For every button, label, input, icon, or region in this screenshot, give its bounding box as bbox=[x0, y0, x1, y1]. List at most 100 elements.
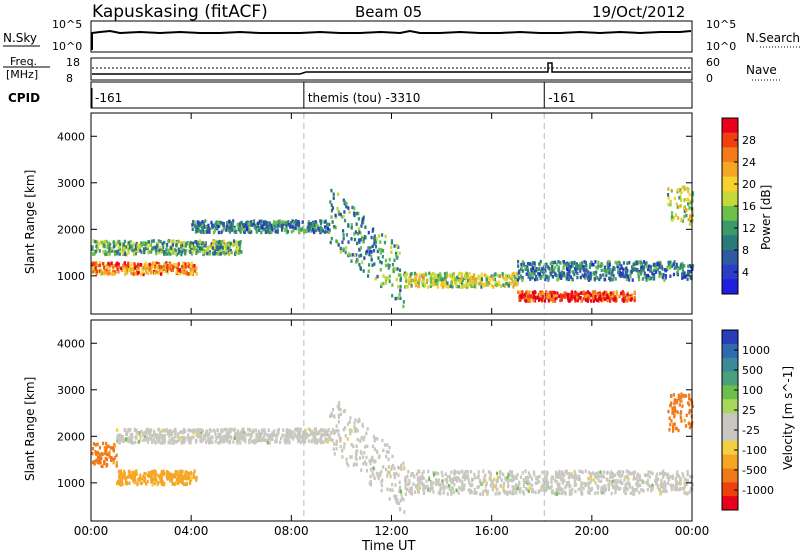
velocity-cell bbox=[131, 432, 134, 437]
velocity-cell bbox=[375, 471, 378, 476]
power-cell bbox=[546, 295, 549, 299]
power-cell bbox=[358, 240, 361, 244]
power-cell bbox=[161, 249, 164, 253]
power-cell bbox=[683, 198, 686, 202]
velocity-cell bbox=[462, 487, 466, 491]
velocity-cell bbox=[410, 492, 414, 496]
velocity-cell bbox=[381, 438, 384, 443]
power-cell bbox=[391, 262, 395, 267]
velocity-cell bbox=[151, 440, 154, 445]
velocity-cell bbox=[356, 429, 359, 433]
velocity-cell bbox=[479, 492, 482, 496]
velocity-cell bbox=[637, 483, 640, 487]
power-cell bbox=[505, 281, 508, 286]
velocity-cell bbox=[408, 489, 411, 493]
velocity-cell bbox=[239, 441, 242, 445]
power-cell bbox=[96, 247, 99, 251]
power-cell bbox=[155, 251, 158, 256]
velocity-cell bbox=[408, 487, 412, 491]
power-cell bbox=[174, 251, 177, 256]
velocity-cell bbox=[339, 407, 342, 412]
velocity-cell bbox=[191, 429, 194, 433]
velocity-cell bbox=[504, 476, 507, 480]
power-cell bbox=[361, 217, 364, 221]
power-cell bbox=[547, 293, 551, 298]
power-cell bbox=[166, 266, 169, 270]
velocity-cell bbox=[537, 490, 540, 495]
velocity-cell bbox=[164, 428, 167, 433]
velocity-cell bbox=[642, 488, 645, 493]
velocity-cell bbox=[688, 393, 691, 397]
power-cell bbox=[381, 249, 385, 253]
velocity-cell bbox=[624, 482, 627, 487]
power-cell bbox=[641, 265, 644, 269]
power-cell bbox=[215, 244, 218, 248]
velocity-cell bbox=[621, 473, 624, 478]
power-cell bbox=[262, 222, 266, 226]
power-cell bbox=[653, 273, 656, 277]
power-cell bbox=[123, 246, 126, 251]
velocity-cell bbox=[448, 484, 451, 488]
power-cell bbox=[485, 283, 488, 287]
power-cell bbox=[642, 260, 646, 264]
velocity-cell bbox=[173, 482, 176, 487]
power-cell bbox=[170, 268, 173, 272]
velocity-cell bbox=[170, 432, 174, 437]
velocity-cell bbox=[366, 444, 369, 448]
power-cell bbox=[378, 247, 381, 252]
velocity-cell bbox=[118, 480, 121, 485]
velocity-cell bbox=[337, 433, 340, 437]
power-cell bbox=[319, 225, 322, 229]
power-cell bbox=[567, 272, 570, 276]
power-cell bbox=[95, 271, 98, 276]
power-cell bbox=[281, 228, 284, 232]
power-cell bbox=[142, 247, 146, 251]
velocity-cell bbox=[258, 438, 262, 443]
power-cell bbox=[177, 247, 180, 251]
power-cell bbox=[549, 297, 552, 302]
velocity-cell bbox=[225, 431, 228, 436]
power-cell bbox=[134, 251, 137, 256]
power-cell bbox=[357, 227, 361, 231]
power-cell bbox=[669, 260, 672, 265]
power-cell bbox=[219, 248, 223, 253]
power-cell bbox=[378, 259, 382, 264]
power-cell bbox=[111, 265, 115, 270]
velocity-cell bbox=[664, 485, 667, 490]
power-cell bbox=[478, 277, 481, 281]
power-cell bbox=[159, 272, 163, 276]
power-cell bbox=[586, 293, 589, 297]
power-cell bbox=[429, 284, 432, 288]
velocity-cell bbox=[240, 433, 243, 437]
power-cell bbox=[159, 267, 162, 272]
power-cell bbox=[540, 274, 543, 279]
power-cell bbox=[598, 277, 601, 282]
velocity-colorbar-swatch bbox=[722, 468, 738, 483]
power-cell bbox=[295, 222, 298, 226]
velocity-cell bbox=[205, 432, 208, 436]
velocity-cell bbox=[649, 484, 652, 489]
velocity-cell bbox=[118, 440, 122, 445]
power-cell bbox=[268, 226, 271, 230]
velocity-cell bbox=[226, 439, 229, 444]
power-cell bbox=[683, 264, 686, 268]
power-cell bbox=[674, 265, 677, 270]
velocity-cell bbox=[613, 473, 616, 478]
power-cell bbox=[175, 243, 178, 247]
velocity-cell bbox=[498, 491, 501, 495]
velocity-cell bbox=[587, 481, 590, 486]
power-cell bbox=[142, 241, 145, 245]
velocity-cell bbox=[469, 483, 473, 488]
power-cell bbox=[214, 247, 217, 252]
velocity-cell bbox=[319, 428, 322, 433]
power-cell bbox=[606, 270, 609, 274]
velocity-cell bbox=[363, 435, 366, 439]
power-cell bbox=[519, 293, 522, 297]
velocity-cell bbox=[435, 482, 438, 487]
velocity-cell bbox=[689, 398, 692, 402]
velocity-cell bbox=[669, 422, 672, 427]
power-cell bbox=[231, 222, 234, 226]
power-cell bbox=[418, 278, 421, 282]
velocity-cell bbox=[306, 432, 309, 436]
